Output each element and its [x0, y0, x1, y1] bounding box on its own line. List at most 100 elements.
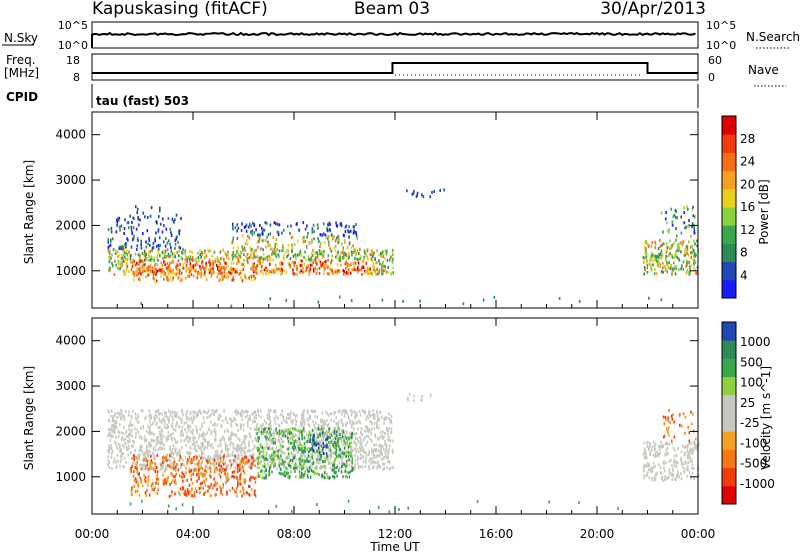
velocity-point — [655, 454, 657, 458]
power-colorbar-swatch — [722, 152, 736, 172]
velocity-point — [335, 421, 338, 425]
power-point — [172, 276, 175, 280]
velocity-point — [136, 460, 138, 464]
power-point — [180, 256, 182, 260]
power-point — [139, 278, 141, 282]
velocity-point — [156, 441, 158, 445]
velocity-point — [186, 488, 189, 492]
velocity-point — [124, 442, 126, 445]
velocity-point — [692, 466, 695, 470]
power-point — [293, 260, 295, 264]
velocity-point — [125, 429, 128, 433]
velocity-point — [299, 428, 302, 432]
power-point — [482, 298, 485, 302]
velocity-point — [161, 430, 164, 433]
power-point — [153, 279, 156, 283]
velocity-point — [171, 455, 174, 459]
power-point — [669, 239, 671, 243]
power-point — [159, 209, 161, 213]
power-colorbar-swatch — [722, 116, 736, 135]
velocity-point — [115, 464, 118, 468]
velocity-point — [110, 443, 112, 447]
velocity-point — [222, 461, 224, 464]
velocity-point — [329, 476, 331, 479]
power-point — [227, 275, 230, 279]
velocity-point — [249, 454, 251, 458]
power-point — [402, 299, 404, 303]
velocity-point — [354, 432, 356, 436]
velocity-point — [675, 478, 677, 482]
power-point — [644, 240, 646, 244]
velocity-point — [249, 414, 251, 418]
power-point — [122, 269, 125, 273]
velocity-point — [683, 468, 686, 472]
velocity-point — [230, 463, 233, 467]
power-point — [108, 255, 110, 259]
power-point — [669, 252, 671, 256]
velocity-point — [318, 427, 320, 431]
power-point — [301, 237, 304, 241]
power-point — [696, 244, 698, 248]
power-point — [150, 206, 153, 210]
power-point — [354, 256, 356, 260]
power-point — [381, 298, 384, 302]
velocity-point — [273, 435, 275, 439]
velocity-point — [235, 447, 238, 451]
velocity-point — [154, 461, 156, 465]
power-point — [354, 261, 357, 265]
power-point — [158, 268, 160, 272]
power-point — [256, 241, 259, 245]
velocity-point — [262, 455, 264, 459]
power-point — [154, 269, 156, 273]
velocity-point — [157, 488, 159, 492]
velocity-point — [294, 414, 297, 418]
velocity-point — [337, 427, 339, 431]
velocity-point — [371, 422, 373, 425]
velocity-point — [234, 459, 237, 463]
velocity-point — [242, 423, 245, 427]
velocity-point — [147, 449, 149, 453]
velocity-point — [345, 436, 348, 440]
velocity-point — [288, 437, 291, 441]
velocity-point — [252, 447, 254, 451]
power-point — [299, 264, 301, 268]
velocity-point — [388, 510, 391, 514]
velocity-point — [320, 441, 322, 444]
velocity-point — [107, 459, 109, 463]
velocity-point — [198, 468, 200, 472]
velocity-point — [288, 441, 290, 445]
velocity-point — [368, 412, 370, 416]
velocity-point — [320, 419, 323, 423]
velocity-point — [270, 441, 272, 444]
power-point — [199, 249, 201, 253]
power-point — [320, 263, 322, 266]
velocity-point — [261, 464, 264, 468]
power-point — [220, 267, 222, 271]
power-point — [243, 246, 246, 250]
velocity-point — [239, 445, 241, 449]
velocity-point — [153, 456, 155, 460]
power-point — [381, 272, 384, 276]
power-point — [310, 256, 313, 260]
velocity-point — [313, 444, 316, 448]
power-point — [336, 253, 339, 257]
power-point — [177, 229, 180, 233]
velocity-point — [282, 461, 285, 465]
velocity-point — [333, 463, 336, 467]
velocity-point — [680, 458, 682, 462]
velocity-point — [131, 423, 134, 427]
power-point — [303, 239, 306, 243]
power-point — [316, 255, 319, 259]
velocity-point — [167, 437, 170, 441]
velocity-point — [302, 475, 305, 479]
velocity-point — [283, 470, 286, 474]
velocity-point — [376, 421, 378, 424]
velocity-point — [692, 412, 694, 416]
velocity-point — [666, 442, 669, 446]
velocity-point — [337, 424, 339, 428]
power-point — [278, 249, 281, 253]
velocity-point — [662, 461, 665, 465]
velocity-point — [318, 451, 321, 455]
power-point — [680, 240, 683, 244]
power-point — [151, 246, 154, 250]
